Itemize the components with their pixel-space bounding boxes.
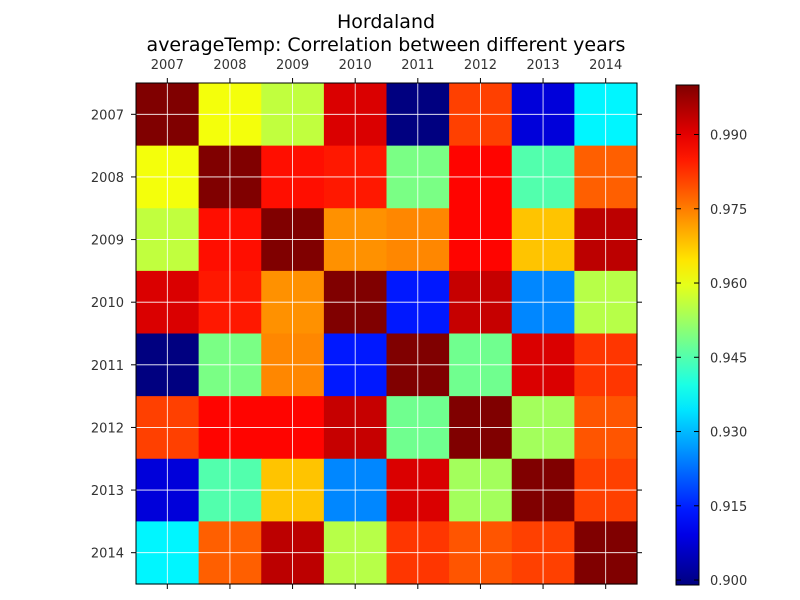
y-axis-tick-labels: 2007 2008 2009 2010 2011 2012 2013 2014 [91, 108, 124, 561]
chart-title: Hordaland [337, 11, 435, 33]
chart-subtitle: averageTemp: Correlation between differe… [147, 34, 626, 56]
axis-ticks [131, 78, 642, 589]
y-tick-label: 2011 [91, 359, 124, 374]
x-tick-label: 2013 [527, 58, 560, 73]
x-tick-label: 2007 [151, 58, 184, 73]
colorbar-tick-label: 0.900 [710, 574, 747, 589]
y-tick-label: 2013 [91, 484, 124, 499]
colorbar-ticks: 0.900 0.915 0.930 0.945 0.960 0.975 0.990 [676, 129, 747, 589]
colorbar-tick-label: 0.945 [710, 351, 747, 366]
heatmap-cells [136, 83, 638, 585]
colorbar-tick-label: 0.975 [710, 203, 747, 218]
x-axis-tick-labels: 2007 2008 2009 2010 2011 2012 2013 2014 [151, 58, 622, 73]
colorbar-tick-label: 0.930 [710, 426, 747, 441]
plot-frame [135, 82, 638, 585]
colorbar-tick-label: 0.990 [710, 129, 747, 144]
colorbar-tick-label: 0.960 [710, 277, 747, 292]
colorbar [675, 84, 700, 586]
x-tick-label: 2008 [213, 58, 246, 73]
colorbar-tick-label: 0.915 [710, 500, 747, 515]
y-tick-label: 2008 [91, 171, 124, 186]
x-tick-label: 2012 [464, 58, 497, 73]
y-tick-label: 2012 [91, 421, 124, 436]
y-tick-label: 2010 [91, 296, 124, 311]
x-tick-label: 2009 [276, 58, 309, 73]
y-tick-label: 2009 [91, 234, 124, 249]
x-tick-label: 2011 [401, 58, 434, 73]
x-tick-label: 2014 [589, 58, 622, 73]
y-tick-label: 2007 [91, 108, 124, 123]
grid-lines [136, 83, 637, 584]
x-tick-label: 2010 [339, 58, 372, 73]
y-tick-label: 2014 [91, 547, 124, 562]
